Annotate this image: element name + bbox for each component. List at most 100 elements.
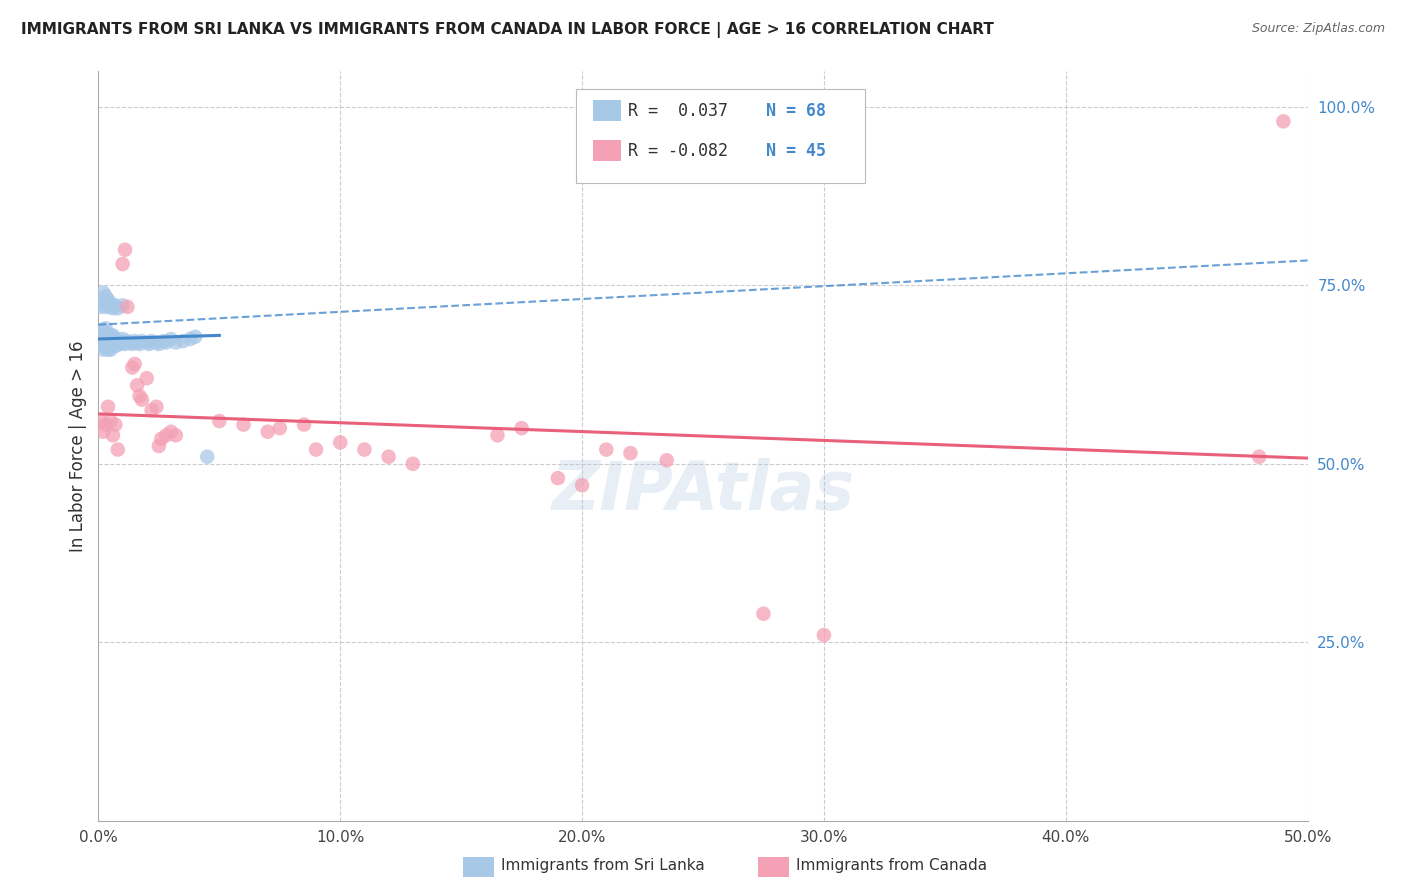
Point (90, 300, 112, 314)
Point (97, 296, 120, 310)
Point (107, 301, 129, 316)
Point (353, 442, 375, 457)
Point (111, 335, 134, 350)
Point (90, 335, 112, 350)
Point (135, 371, 157, 385)
Point (101, 301, 124, 316)
Point (91, 323, 114, 337)
Point (100, 296, 122, 310)
Point (100, 334, 122, 348)
Point (148, 439, 170, 453)
Point (90, 414, 112, 428)
Point (131, 392, 153, 407)
Text: Immigrants from Canada: Immigrants from Canada (796, 858, 987, 872)
Point (195, 450, 218, 464)
Point (101, 428, 124, 442)
Point (292, 417, 315, 432)
Point (91, 328, 114, 343)
Point (91, 343, 114, 357)
Point (127, 378, 149, 392)
Point (91, 293, 114, 307)
Point (114, 337, 136, 351)
Point (100, 337, 122, 351)
Point (141, 334, 163, 348)
Text: R =  0.037: R = 0.037 (628, 102, 728, 120)
Point (94, 332, 117, 346)
Point (111, 332, 134, 346)
Point (107, 337, 129, 351)
Point (208, 414, 231, 428)
Point (117, 300, 139, 314)
Point (138, 337, 160, 351)
Point (256, 425, 278, 439)
Y-axis label: In Labor Force | Age > 16: In Labor Force | Age > 16 (69, 340, 87, 552)
Point (91, 425, 114, 439)
Point (131, 334, 153, 348)
Point (97, 343, 120, 357)
Point (128, 337, 150, 351)
Point (305, 442, 328, 457)
Point (94, 335, 117, 350)
Point (100, 328, 122, 343)
Point (135, 335, 157, 350)
Point (547, 471, 569, 485)
Point (150, 432, 173, 446)
Point (165, 428, 187, 442)
Point (94, 339, 117, 353)
Point (172, 334, 194, 348)
Point (111, 298, 134, 312)
Point (165, 335, 187, 350)
Point (329, 435, 352, 450)
Point (160, 332, 183, 346)
Point (619, 446, 641, 460)
Point (152, 334, 174, 348)
Point (155, 428, 177, 442)
Point (121, 360, 143, 375)
Point (97, 337, 120, 351)
Point (145, 400, 167, 414)
Point (100, 414, 122, 428)
Point (104, 298, 127, 312)
Point (655, 453, 678, 467)
Point (94, 289, 117, 303)
Point (97, 326, 120, 341)
Point (595, 442, 617, 457)
Text: Immigrants from Sri Lanka: Immigrants from Sri Lanka (501, 858, 704, 872)
Text: R = -0.082: R = -0.082 (628, 142, 728, 160)
Point (377, 450, 399, 464)
Point (127, 335, 149, 350)
Point (91, 285, 114, 300)
Point (232, 417, 254, 432)
Point (121, 337, 143, 351)
Point (813, 628, 835, 642)
Point (107, 442, 129, 457)
Point (402, 457, 425, 471)
Point (101, 332, 124, 346)
Point (97, 334, 120, 348)
Point (104, 417, 127, 432)
Point (97, 331, 120, 345)
Point (117, 334, 139, 348)
Point (104, 339, 127, 353)
Text: ZIPAtlas: ZIPAtlas (551, 458, 855, 524)
Point (179, 332, 201, 346)
Point (1249, 450, 1271, 464)
Point (101, 328, 124, 343)
Point (101, 335, 124, 350)
Text: IMMIGRANTS FROM SRI LANKA VS IMMIGRANTS FROM CANADA IN LABOR FORCE | AGE > 16 CO: IMMIGRANTS FROM SRI LANKA VS IMMIGRANTS … (21, 22, 994, 38)
Point (145, 335, 167, 350)
Point (91, 334, 114, 348)
Point (91, 332, 114, 346)
Point (104, 332, 127, 346)
Point (94, 328, 117, 343)
Point (571, 478, 593, 492)
Point (124, 334, 146, 348)
Point (148, 337, 170, 351)
Point (91, 339, 114, 353)
Point (118, 335, 141, 350)
Point (108, 337, 131, 351)
Text: N = 45: N = 45 (766, 142, 827, 160)
Point (97, 400, 120, 414)
Point (486, 428, 509, 442)
Point (128, 389, 150, 403)
